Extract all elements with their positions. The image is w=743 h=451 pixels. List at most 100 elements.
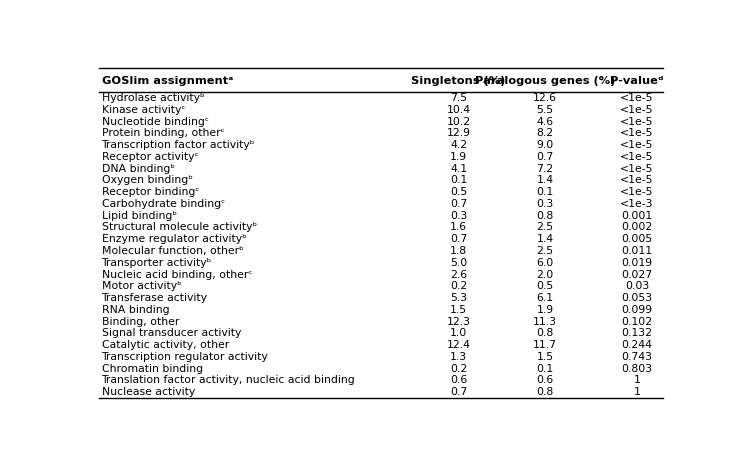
Text: Structural molecule activityᵇ: Structural molecule activityᵇ — [102, 222, 256, 232]
Text: Lipid bindingᵇ: Lipid bindingᵇ — [102, 211, 177, 221]
Text: 0.001: 0.001 — [621, 211, 652, 221]
Text: 0.019: 0.019 — [621, 258, 652, 268]
Text: 7.2: 7.2 — [536, 164, 554, 174]
Text: 0.132: 0.132 — [622, 328, 652, 338]
Text: Transcription factor activityᵇ: Transcription factor activityᵇ — [102, 140, 255, 150]
Text: 0.7: 0.7 — [450, 199, 467, 209]
Text: 0.027: 0.027 — [621, 270, 652, 280]
Text: RNA binding: RNA binding — [102, 305, 169, 315]
Text: 0.8: 0.8 — [536, 328, 554, 338]
Text: 4.2: 4.2 — [450, 140, 467, 150]
Text: 4.6: 4.6 — [536, 117, 554, 127]
Text: 2.5: 2.5 — [536, 246, 554, 256]
Text: 12.9: 12.9 — [447, 129, 470, 138]
Text: Nucleotide bindingᶜ: Nucleotide bindingᶜ — [102, 117, 208, 127]
Text: Transferase activity: Transferase activity — [102, 293, 207, 303]
Text: 1.0: 1.0 — [450, 328, 467, 338]
Text: 6.1: 6.1 — [536, 293, 554, 303]
Text: 2.6: 2.6 — [450, 270, 467, 280]
Text: 2.0: 2.0 — [536, 270, 554, 280]
Text: 0.7: 0.7 — [450, 234, 467, 244]
Text: 11.7: 11.7 — [533, 340, 557, 350]
Text: Binding, other: Binding, other — [102, 317, 179, 327]
Text: 0.6: 0.6 — [450, 375, 467, 385]
Text: 1.3: 1.3 — [450, 352, 467, 362]
Text: 0.2: 0.2 — [450, 364, 467, 373]
Text: 0.002: 0.002 — [621, 222, 652, 232]
Text: <1e-5: <1e-5 — [620, 129, 654, 138]
Text: P-valueᵈ: P-valueᵈ — [610, 76, 663, 86]
Text: 0.7: 0.7 — [450, 387, 467, 397]
Text: 1.5: 1.5 — [450, 305, 467, 315]
Text: 5.3: 5.3 — [450, 293, 467, 303]
Text: 0.5: 0.5 — [536, 281, 554, 291]
Text: Enzyme regulator activityᵇ: Enzyme regulator activityᵇ — [102, 234, 246, 244]
Text: 9.0: 9.0 — [536, 140, 554, 150]
Text: 1.5: 1.5 — [536, 352, 554, 362]
Text: 1.4: 1.4 — [536, 234, 554, 244]
Text: 6.0: 6.0 — [536, 258, 554, 268]
Text: 12.4: 12.4 — [447, 340, 470, 350]
Text: 0.3: 0.3 — [450, 211, 467, 221]
Text: 0.1: 0.1 — [536, 364, 554, 373]
Text: <1e-5: <1e-5 — [620, 117, 654, 127]
Text: <1e-5: <1e-5 — [620, 175, 654, 185]
Text: Molecular function, otherᵇ: Molecular function, otherᵇ — [102, 246, 243, 256]
Text: 8.2: 8.2 — [536, 129, 554, 138]
Text: 0.102: 0.102 — [621, 317, 652, 327]
Text: Catalytic activity, other: Catalytic activity, other — [102, 340, 229, 350]
Text: Singletons (%): Singletons (%) — [412, 76, 506, 86]
Text: 12.6: 12.6 — [533, 93, 557, 103]
Text: Hydrolase activityᵇ: Hydrolase activityᵇ — [102, 93, 204, 103]
Text: 1.9: 1.9 — [536, 305, 554, 315]
Text: 0.053: 0.053 — [621, 293, 652, 303]
Text: GOSlim assignmentᵃ: GOSlim assignmentᵃ — [102, 76, 233, 86]
Text: 0.803: 0.803 — [621, 364, 652, 373]
Text: 0.2: 0.2 — [450, 281, 467, 291]
Text: 1.8: 1.8 — [450, 246, 467, 256]
Text: 4.1: 4.1 — [450, 164, 467, 174]
Text: 0.6: 0.6 — [536, 375, 554, 385]
Text: 0.244: 0.244 — [622, 340, 652, 350]
Text: <1e-5: <1e-5 — [620, 187, 654, 197]
Text: 2.5: 2.5 — [536, 222, 554, 232]
Text: Chromatin binding: Chromatin binding — [102, 364, 203, 373]
Text: Paralogous genes (%): Paralogous genes (%) — [475, 76, 615, 86]
Text: Kinase activityᶜ: Kinase activityᶜ — [102, 105, 185, 115]
Text: 0.8: 0.8 — [536, 387, 554, 397]
Text: 0.03: 0.03 — [625, 281, 649, 291]
Text: 0.5: 0.5 — [450, 187, 467, 197]
Text: <1e-5: <1e-5 — [620, 105, 654, 115]
Text: <1e-5: <1e-5 — [620, 140, 654, 150]
Text: Nucleic acid binding, otherᶜ: Nucleic acid binding, otherᶜ — [102, 270, 252, 280]
Text: 11.3: 11.3 — [533, 317, 557, 327]
Text: 1.6: 1.6 — [450, 222, 467, 232]
Text: <1e-5: <1e-5 — [620, 164, 654, 174]
Text: Transcription regulator activity: Transcription regulator activity — [102, 352, 268, 362]
Text: 0.1: 0.1 — [536, 187, 554, 197]
Text: DNA bindingᵇ: DNA bindingᵇ — [102, 164, 175, 174]
Text: 1: 1 — [634, 375, 640, 385]
Text: 12.3: 12.3 — [447, 317, 470, 327]
Text: 5.0: 5.0 — [450, 258, 467, 268]
Text: 7.5: 7.5 — [450, 93, 467, 103]
Text: Oxygen bindingᵇ: Oxygen bindingᵇ — [102, 175, 192, 185]
Text: 0.8: 0.8 — [536, 211, 554, 221]
Text: Nuclease activity: Nuclease activity — [102, 387, 195, 397]
Text: 10.4: 10.4 — [447, 105, 470, 115]
Text: 1.4: 1.4 — [536, 175, 554, 185]
Text: 1.9: 1.9 — [450, 152, 467, 162]
Text: 0.1: 0.1 — [450, 175, 467, 185]
Text: Protein binding, otherᶜ: Protein binding, otherᶜ — [102, 129, 224, 138]
Text: 5.5: 5.5 — [536, 105, 554, 115]
Text: 0.099: 0.099 — [621, 305, 652, 315]
Text: 0.743: 0.743 — [622, 352, 652, 362]
Text: 10.2: 10.2 — [447, 117, 470, 127]
Text: Carbohydrate bindingᶜ: Carbohydrate bindingᶜ — [102, 199, 224, 209]
Text: <1e-5: <1e-5 — [620, 93, 654, 103]
Text: Motor activityᵇ: Motor activityᵇ — [102, 281, 181, 291]
Text: Receptor bindingᶜ: Receptor bindingᶜ — [102, 187, 199, 197]
Text: Receptor activityᶜ: Receptor activityᶜ — [102, 152, 198, 162]
Text: <1e-5: <1e-5 — [620, 152, 654, 162]
Text: 1: 1 — [634, 387, 640, 397]
